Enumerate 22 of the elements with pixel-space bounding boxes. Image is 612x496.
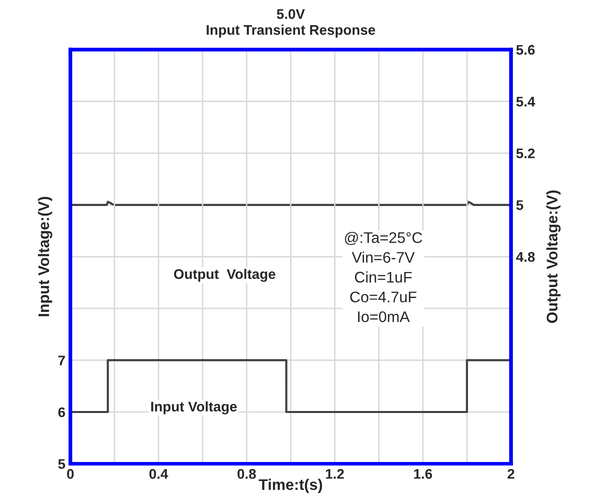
y2-tick-label: 5	[516, 200, 524, 210]
chart-title: 5.0V	[276, 9, 305, 19]
annotation: Input Voltage	[151, 401, 237, 414]
x-tick-label: 0.4	[149, 468, 168, 479]
x-tick-label: 0	[67, 468, 74, 479]
y-tick-label: 5	[58, 459, 66, 469]
x-tick-label: 2	[508, 468, 514, 479]
annotation: @:Ta=25°C Vin=6-7V Cin=1uF Co=4.7uF Io=0mA	[344, 232, 422, 322]
y2-axis-title: Output Voltage:(V)	[546, 190, 561, 323]
annotation: Output Voltage	[174, 268, 276, 282]
y2-tick-label: 5.4	[516, 96, 536, 107]
x-tick-label: 1.2	[326, 468, 344, 479]
y2-tick-label: 5.2	[516, 148, 535, 158]
y-tick-label: 6	[58, 407, 66, 418]
y-axis-title: Input Voltage:(V)	[38, 196, 52, 316]
y2-tick-label: 5.6	[516, 44, 535, 55]
y2-tick-label: 4.8	[516, 252, 535, 262]
y-tick-label: 7	[58, 356, 65, 366]
chart-subtitle: Input Transient Response	[206, 24, 376, 38]
x-tick-label: 0.8	[238, 468, 256, 479]
x-tick-label: 1.6	[414, 468, 432, 479]
x-axis-title: Time:t(s)	[258, 478, 322, 494]
